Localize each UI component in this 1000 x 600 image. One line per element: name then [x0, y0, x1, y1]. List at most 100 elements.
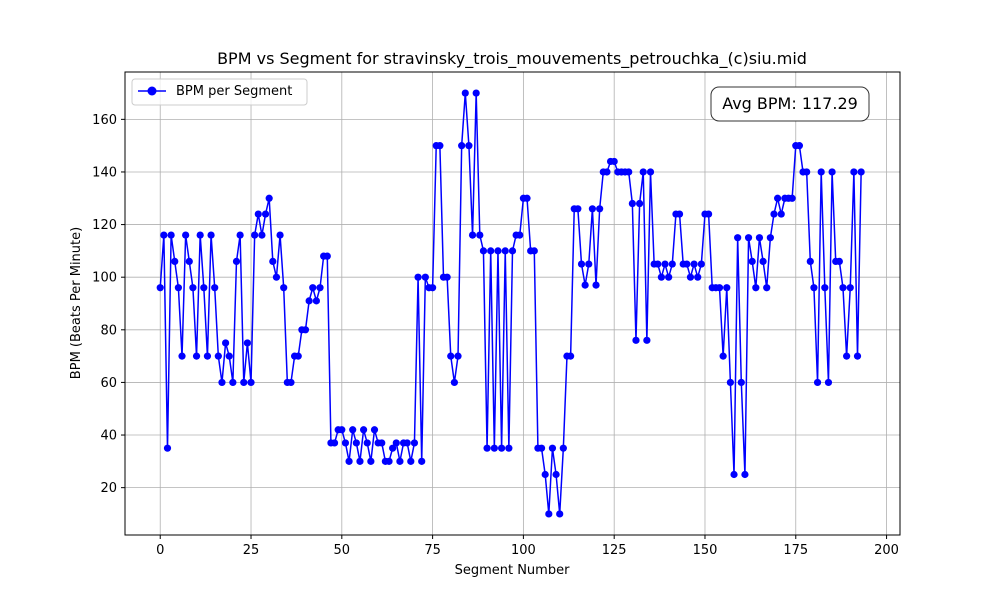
legend-marker-swatch [147, 86, 157, 96]
data-point [574, 205, 582, 213]
y-tick-label: 160 [92, 113, 117, 128]
data-point [741, 470, 749, 479]
data-point [341, 439, 350, 447]
data-point [182, 231, 190, 239]
data-point [788, 194, 796, 202]
data-point [385, 457, 393, 465]
data-point [367, 457, 375, 465]
data-point [479, 247, 488, 255]
x-tick-label: 0 [156, 543, 164, 558]
data-point [505, 444, 513, 452]
data-point [690, 260, 698, 268]
data-point [323, 252, 331, 260]
data-point [447, 352, 455, 360]
data-point [661, 260, 669, 268]
data-point [309, 284, 317, 292]
data-point [461, 89, 469, 97]
data-point [490, 444, 498, 452]
data-point [817, 168, 825, 176]
data-point [156, 284, 164, 292]
data-point [458, 142, 466, 150]
data-point [545, 510, 553, 518]
data-point [846, 284, 854, 292]
data-point [465, 142, 473, 150]
data-point [625, 168, 633, 176]
data-point [766, 234, 774, 242]
data-point [548, 444, 557, 452]
data-point [378, 439, 386, 447]
avg-bpm-annotation: Avg BPM: 117.29 [710, 86, 870, 122]
y-axis-ticks: 20 40 60 80 100 120 140 160 [92, 113, 125, 496]
data-point [222, 339, 230, 347]
data-point [694, 273, 702, 281]
y-tick-label: 140 [92, 165, 117, 180]
x-tick-label: 75 [424, 543, 441, 558]
x-axis-label: Segment Number [455, 563, 571, 578]
data-point [734, 234, 742, 242]
data-point [294, 352, 302, 360]
data-point [541, 470, 549, 479]
data-point [803, 168, 811, 176]
data-point [301, 326, 310, 334]
data-point [835, 257, 843, 266]
chart-title: BPM vs Segment for stravinsky_trois_mouv… [217, 49, 807, 69]
data-point [824, 378, 833, 387]
data-point [330, 439, 339, 447]
data-point [450, 378, 458, 387]
data-point [668, 260, 676, 268]
data-point [795, 142, 804, 150]
data-point [171, 257, 179, 266]
data-point [697, 260, 705, 268]
data-point [410, 439, 419, 447]
data-point [686, 273, 695, 281]
data-point [813, 378, 822, 387]
data-point [312, 297, 320, 305]
data-point [498, 444, 506, 452]
data-point [254, 210, 262, 218]
x-tick-label: 50 [334, 543, 351, 558]
data-point [828, 168, 836, 176]
data-point [508, 247, 517, 255]
data-point [763, 284, 771, 292]
data-point [476, 231, 484, 239]
data-point [567, 352, 575, 360]
data-point [737, 378, 745, 387]
data-point [683, 260, 691, 268]
data-point [821, 284, 829, 292]
series-layer [156, 89, 865, 518]
data-point [443, 273, 451, 281]
data-point [407, 457, 415, 465]
data-point [360, 426, 368, 434]
data-point [665, 273, 673, 281]
data-point [632, 336, 640, 344]
data-point [755, 234, 764, 242]
data-point [436, 142, 444, 150]
legend-label: BPM per Segment [176, 84, 292, 99]
data-point [843, 352, 851, 360]
data-point [232, 257, 241, 266]
data-point [523, 194, 531, 202]
data-point [748, 257, 756, 266]
data-point [585, 260, 593, 268]
data-point [715, 284, 724, 292]
data-point [588, 205, 597, 213]
legend-box [131, 78, 308, 106]
data-point [240, 378, 248, 387]
annotation-text: Avg BPM: 117.29 [722, 94, 858, 113]
y-tick-label: 20 [100, 481, 117, 496]
data-point [610, 157, 618, 166]
x-tick-label: 25 [243, 543, 260, 558]
data-point [657, 273, 666, 281]
data-point [338, 426, 346, 434]
data-point [243, 339, 251, 347]
data-point [639, 168, 647, 176]
data-point [581, 281, 589, 289]
data-point [389, 444, 397, 452]
data-point [261, 210, 270, 218]
data-point [174, 284, 182, 292]
data-point [225, 352, 233, 360]
data-point [349, 426, 357, 434]
data-point [316, 284, 324, 292]
x-tick-label: 100 [511, 543, 536, 558]
data-point [305, 297, 313, 305]
